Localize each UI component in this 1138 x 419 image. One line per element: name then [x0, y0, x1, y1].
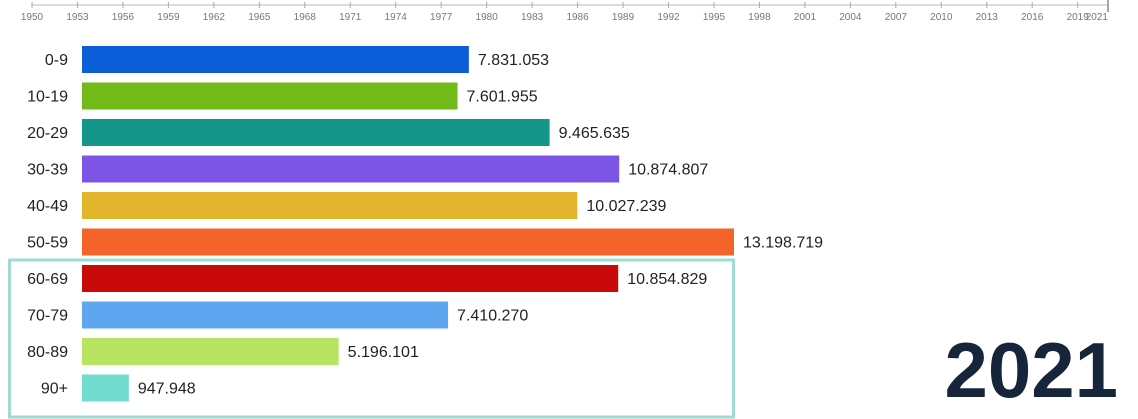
timeline-tick-label: 1980: [476, 12, 499, 23]
value-label: 7.601.955: [467, 89, 538, 106]
bar-30-39: [82, 155, 620, 183]
timeline-tick-label: 1983: [521, 12, 544, 23]
timeline-tick-label: 1986: [566, 12, 589, 23]
bar-50-59: [82, 228, 734, 256]
timeline-tick-label: 1971: [339, 12, 362, 23]
value-labels-group: 7.831.053 7.601.955 9.465.635 10.874.807 10.…: [138, 52, 823, 398]
bar-60-69: [82, 265, 619, 292]
timeline-tick-label: 1974: [385, 12, 408, 23]
timeline-tick-label: 1953: [66, 12, 89, 23]
category-label: 80-89: [27, 344, 68, 361]
timeline-tick-label: 1965: [248, 12, 271, 23]
timeline-tick-label: 1995: [703, 12, 726, 23]
category-label: 0-9: [45, 52, 68, 69]
timeline-tick-label: 1950: [21, 12, 44, 23]
bar-70-79: [82, 301, 449, 329]
timeline-tick-label: 2001: [794, 12, 817, 23]
value-label: 13.198.719: [743, 235, 823, 252]
bar-40-49: [82, 192, 578, 219]
category-label: 70-79: [27, 308, 68, 325]
value-label: 10.027.239: [586, 198, 666, 215]
timeline-axis[interactable]: 1950 1953 1956 1959 1962 1965 1968 1971 1974 1977…: [21, 0, 1109, 23]
timeline-tick-label: 2004: [839, 12, 862, 23]
timeline-tick-label: 1992: [657, 12, 680, 23]
bar-20-29: [82, 119, 550, 146]
year-label: 2021: [944, 326, 1118, 414]
category-label: 10-19: [27, 89, 68, 106]
bars-group: [82, 46, 734, 402]
bar-10-19: [82, 82, 458, 110]
value-label: 9.465.635: [559, 125, 630, 142]
timeline-tick-label: 1998: [748, 12, 771, 23]
value-label: 947.948: [138, 381, 196, 398]
timeline-tick-label: 2019: [1067, 12, 1090, 23]
timeline-tick-label: 2007: [885, 12, 908, 23]
timeline-tick-label: 1989: [612, 12, 635, 23]
value-label: 5.196.101: [348, 344, 419, 361]
bar-90-plus: [82, 374, 129, 402]
category-label: 40-49: [27, 198, 68, 215]
timeline-tick-label: 1962: [203, 12, 226, 23]
category-label: 30-39: [27, 162, 68, 179]
bar-80-89: [82, 338, 339, 365]
value-label: 7.410.270: [457, 308, 528, 325]
value-label: 10.874.807: [628, 162, 708, 179]
timeline-tick-label: 2016: [1021, 12, 1044, 23]
value-label: 10.854.829: [627, 271, 707, 288]
timeline-tick-label: 1968: [294, 12, 317, 23]
category-label: 50-59: [27, 235, 68, 252]
category-label: 20-29: [27, 125, 68, 142]
category-labels-group: 0-9 10-19 20-29 30-39 40-49 50-59 60-69 70-79 80…: [27, 52, 68, 398]
timeline-tick-label: 1977: [430, 12, 453, 23]
timeline-tick-label: 2021: [1086, 12, 1109, 23]
bar-0-9: [82, 46, 469, 73]
highlight-group: [8, 258, 735, 419]
highlight-box: [8, 258, 735, 419]
timeline-tick-label: 2013: [976, 12, 999, 23]
timeline-tick-label: 1956: [112, 12, 135, 23]
category-label: 90+: [41, 381, 68, 398]
value-label: 7.831.053: [478, 52, 549, 69]
timeline-tick-label: 2010: [930, 12, 953, 23]
timeline-tick-label: 1959: [157, 12, 180, 23]
category-label: 60-69: [27, 271, 68, 288]
